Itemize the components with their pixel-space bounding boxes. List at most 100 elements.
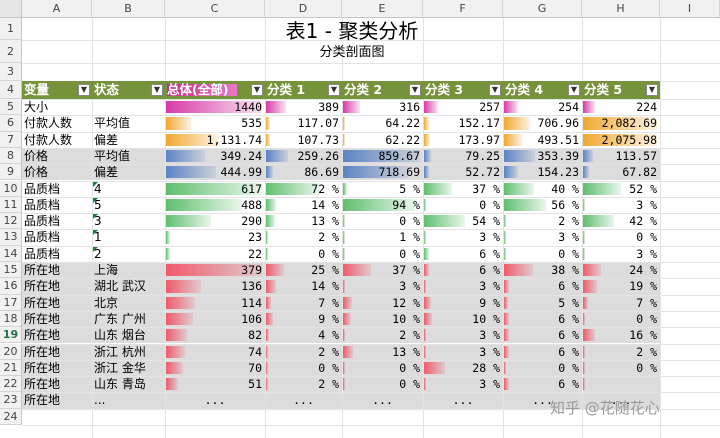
value-cell: 82 <box>248 328 262 343</box>
row-header-23[interactable]: 23 <box>0 392 22 409</box>
data-bar <box>166 280 201 293</box>
value-cell: 51 <box>248 377 262 392</box>
value-cell: 290 <box>241 214 262 229</box>
value-cell: 113.57 <box>615 148 657 163</box>
filter-dropdown-button[interactable]: ▼ <box>78 84 90 96</box>
column-header-I[interactable]: I <box>660 0 720 18</box>
column-header-E[interactable]: E <box>342 0 423 18</box>
row-header-10[interactable]: 10 <box>0 180 22 197</box>
select-all-corner[interactable] <box>0 0 22 18</box>
data-bar <box>583 149 593 163</box>
data-bar <box>266 329 269 342</box>
filter-dropdown-button[interactable]: ▼ <box>489 84 501 96</box>
filter-dropdown-button[interactable]: ▼ <box>151 84 163 96</box>
row-header-17[interactable]: 17 <box>0 294 22 311</box>
data-bar <box>504 345 509 358</box>
data-bar <box>166 117 191 130</box>
row-header-15[interactable]: 15 <box>0 262 22 279</box>
row-header-24[interactable]: 24 <box>0 408 22 425</box>
row-header-12[interactable]: 12 <box>0 213 22 230</box>
value-cell: 488 <box>241 197 262 212</box>
variable-cell: 所在地 <box>24 311 61 326</box>
column-header-B[interactable]: B <box>92 0 165 18</box>
value-cell: 3 % <box>399 279 420 294</box>
variable-cell: 品质档 <box>24 181 61 196</box>
filter-dropdown-button[interactable]: ▼ <box>646 84 658 96</box>
row-header-2[interactable]: 2 <box>0 40 22 63</box>
gridline-horizontal <box>22 40 720 41</box>
data-bar <box>424 101 438 114</box>
row-header-16[interactable]: 16 <box>0 278 22 295</box>
data-bar <box>424 247 429 260</box>
row-header-20[interactable]: 20 <box>0 343 22 360</box>
column-header-G[interactable]: G <box>503 0 582 18</box>
column-header-C[interactable]: C <box>165 0 265 18</box>
filter-dropdown-button[interactable]: ▼ <box>409 84 421 96</box>
value-cell: 2 % <box>558 214 579 229</box>
row-header-13[interactable]: 13 <box>0 229 22 246</box>
row-header-4[interactable]: 4 <box>0 81 22 99</box>
value-cell: 493.51 <box>537 132 579 147</box>
value-cell: 42 % <box>629 214 657 229</box>
value-cell: 316 <box>399 100 420 114</box>
data-bar <box>504 101 518 114</box>
row-header-3[interactable]: 3 <box>0 63 22 81</box>
data-bar <box>266 231 268 244</box>
value-cell: 0 % <box>399 377 420 392</box>
data-bar <box>424 345 427 358</box>
column-header-F[interactable]: F <box>423 0 503 18</box>
row-header-11[interactable]: 11 <box>0 196 22 214</box>
variable-cell: 品质档 <box>24 214 61 229</box>
value-cell: 0 % <box>558 246 579 261</box>
value-cell: 718.69 <box>378 165 420 180</box>
variable-cell: 大小 <box>24 100 49 114</box>
gridline-horizontal <box>22 278 720 280</box>
variable-cell: 付款人数 <box>24 116 73 131</box>
state-cell: 5 <box>94 197 102 212</box>
row-header-14[interactable]: 14 <box>0 245 22 262</box>
filter-dropdown-button[interactable]: ▼ <box>328 84 340 96</box>
data-bar <box>583 247 586 260</box>
column-header-H[interactable]: H <box>582 0 660 18</box>
row-header-21[interactable]: 21 <box>0 359 22 377</box>
value-cell: 25 % <box>311 263 339 277</box>
value-cell: ... <box>452 393 474 408</box>
watermark-text: 知乎 @花随花心 <box>550 399 660 417</box>
row-header-19[interactable]: 19 <box>0 327 22 344</box>
data-bar <box>266 133 270 146</box>
data-bar <box>504 166 518 179</box>
data-bar <box>166 101 262 114</box>
row-header-9[interactable]: 9 <box>0 164 22 181</box>
state-cell: 平均值 <box>94 148 131 163</box>
value-cell: 1 % <box>399 230 420 245</box>
filter-dropdown-button[interactable]: ▼ <box>251 84 263 96</box>
row-header-6[interactable]: 6 <box>0 115 22 132</box>
row-header-5[interactable]: 5 <box>0 99 22 116</box>
column-header-A[interactable]: A <box>22 0 92 18</box>
row-header-22[interactable]: 22 <box>0 376 22 393</box>
gridline-horizontal <box>22 343 720 345</box>
filter-dropdown-button[interactable]: ▼ <box>568 84 580 96</box>
data-bar <box>424 312 432 326</box>
error-indicator <box>93 197 98 203</box>
data-bar <box>166 215 212 228</box>
data-bar <box>504 312 509 326</box>
row-header-1[interactable]: 1 <box>0 18 22 40</box>
data-bar <box>424 166 429 179</box>
value-cell: 859.67 <box>378 148 420 163</box>
row-header-7[interactable]: 7 <box>0 131 22 148</box>
value-cell: 23 <box>248 230 262 245</box>
data-bar <box>424 264 429 277</box>
row-header-18[interactable]: 18 <box>0 310 22 328</box>
value-cell: 6 % <box>558 328 579 343</box>
row-header-8[interactable]: 8 <box>0 147 22 165</box>
value-cell: 106 <box>241 311 262 326</box>
value-cell: 254 <box>558 100 579 114</box>
state-cell: 3 <box>94 214 102 229</box>
value-cell: 14 % <box>311 279 339 294</box>
column-header-D[interactable]: D <box>265 0 342 18</box>
value-cell: 14 % <box>311 197 339 212</box>
gridline-horizontal <box>22 164 720 166</box>
data-bar <box>583 296 589 309</box>
value-cell: 617 <box>241 181 262 196</box>
